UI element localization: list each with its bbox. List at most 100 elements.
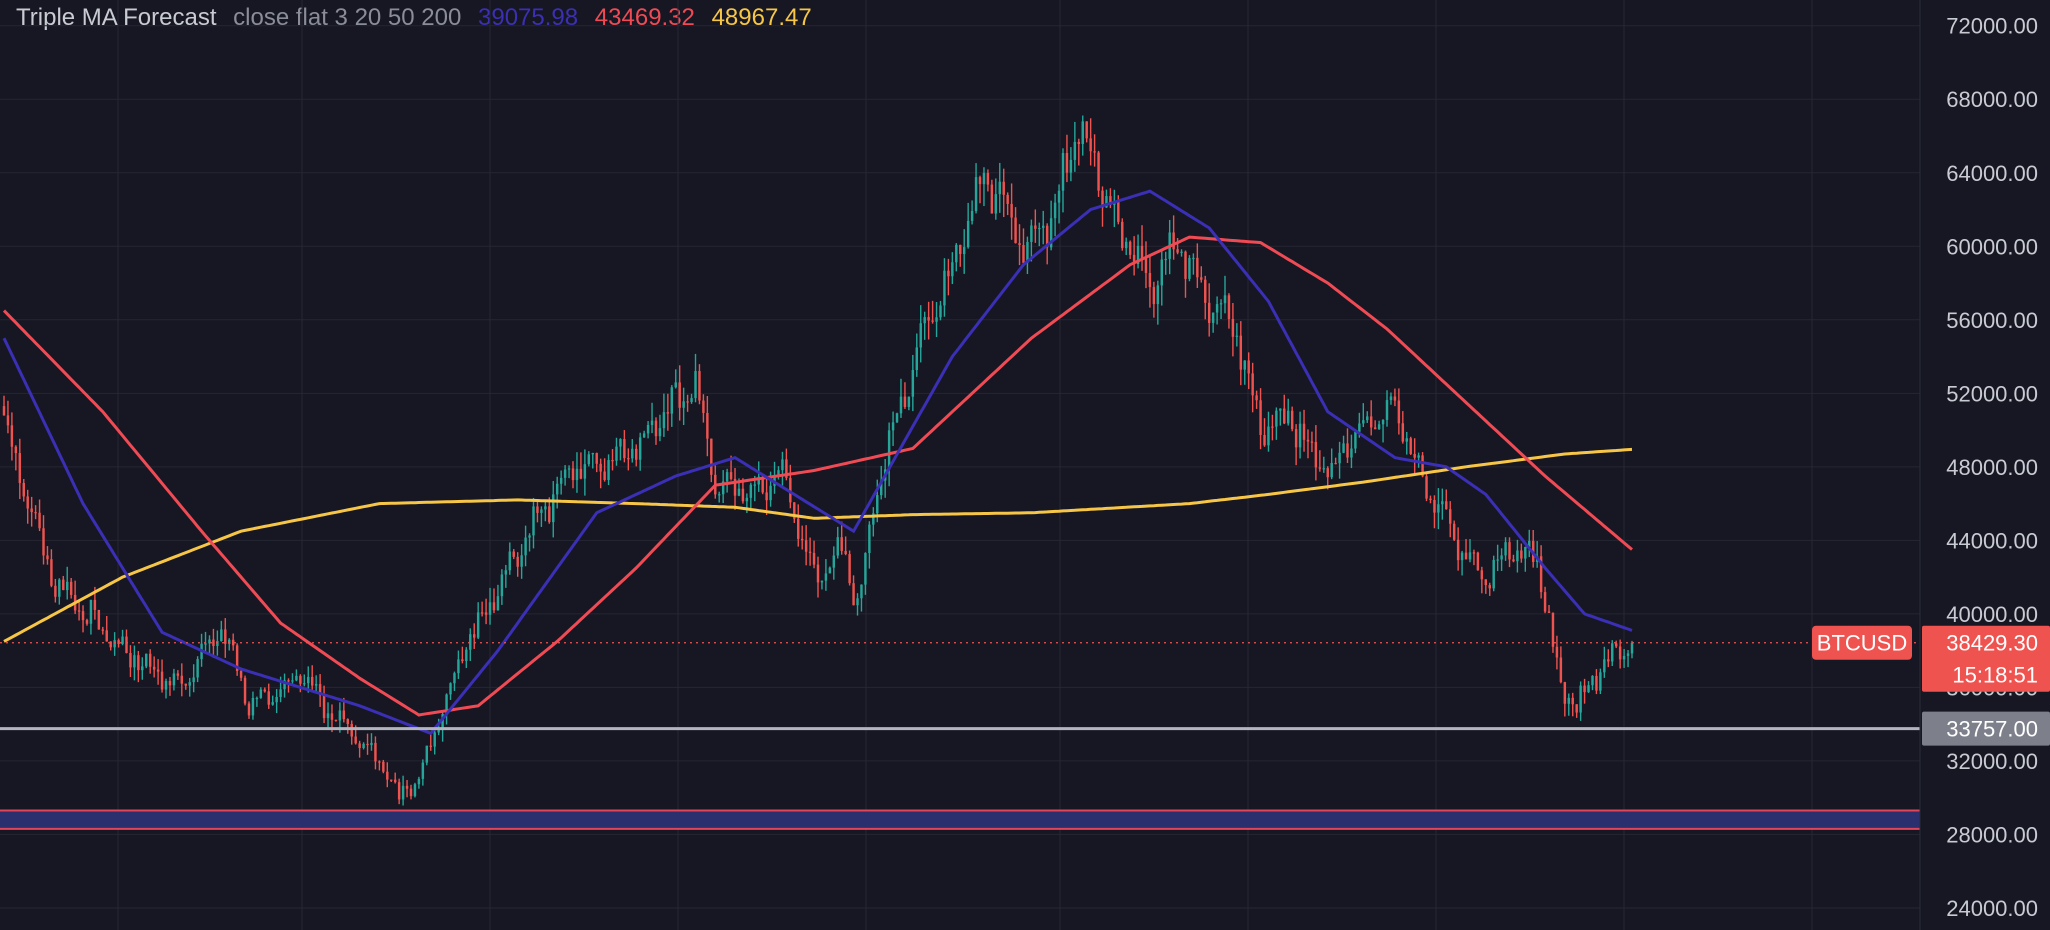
candle <box>571 461 575 489</box>
candle <box>1128 240 1132 259</box>
candle-body <box>1271 426 1274 428</box>
candle <box>1014 207 1017 244</box>
candle <box>1488 582 1491 596</box>
candle <box>133 645 136 681</box>
candle-body <box>686 401 689 403</box>
candle-body <box>1306 439 1310 442</box>
candle <box>955 243 958 272</box>
candle <box>1231 303 1235 357</box>
candle <box>998 162 1001 213</box>
candle <box>346 718 350 734</box>
ma200-line <box>3 447 1633 643</box>
candle <box>1397 388 1401 435</box>
candle <box>631 439 634 463</box>
candle <box>1429 495 1432 504</box>
candle <box>350 720 353 745</box>
candle-body <box>291 680 294 682</box>
candle <box>978 175 982 204</box>
candle <box>899 378 903 418</box>
candle-body <box>1476 552 1480 571</box>
candle <box>555 476 559 509</box>
candle <box>1227 293 1231 329</box>
candle-body <box>1464 552 1468 560</box>
candle-body <box>1318 467 1322 469</box>
candle-body <box>484 612 488 615</box>
indicator-name: Triple MA Forecast <box>16 4 217 31</box>
candle <box>1531 530 1535 568</box>
price-tick-label: 32000.00 <box>1946 749 2038 774</box>
candle-body <box>1026 241 1029 263</box>
candle-body <box>753 484 757 486</box>
candle-body <box>1445 501 1448 510</box>
candle <box>1555 635 1559 670</box>
candle <box>101 626 105 635</box>
candle-body <box>1342 443 1345 453</box>
candle-body <box>425 745 429 763</box>
candle-body <box>397 782 401 800</box>
candle-body <box>607 460 610 480</box>
candle <box>1354 429 1357 454</box>
candle-body <box>670 387 674 414</box>
candle-body <box>1101 190 1104 208</box>
candle-body <box>279 689 282 697</box>
candle <box>172 668 176 691</box>
candle <box>1445 489 1448 510</box>
candle-body <box>1136 245 1140 265</box>
candle-body <box>1397 400 1401 424</box>
candle-body <box>1373 427 1377 430</box>
candle <box>113 632 116 656</box>
candle <box>1508 537 1511 568</box>
candle-body <box>30 508 33 513</box>
candle-body <box>263 689 267 692</box>
candle-body <box>891 422 895 431</box>
symbol-tag-label: BTCUSD <box>1817 631 1907 656</box>
candle <box>1595 669 1598 695</box>
price-tick-label: 64000.00 <box>1946 161 2038 186</box>
candle-body <box>1211 312 1215 323</box>
candle-body <box>283 680 286 690</box>
candle <box>303 674 306 687</box>
candle <box>638 432 642 471</box>
candle <box>1559 646 1563 684</box>
candle-body <box>176 673 180 676</box>
candle <box>457 650 460 679</box>
candle-body <box>2 406 6 416</box>
candle-body <box>998 181 1001 195</box>
candle-body <box>986 172 990 185</box>
candle-body <box>1057 190 1061 203</box>
candle-body <box>623 439 626 459</box>
candle <box>1279 408 1282 426</box>
candle-body <box>832 555 836 568</box>
candle-body <box>1073 141 1077 160</box>
candle-body <box>1441 501 1444 505</box>
candle <box>1204 275 1207 320</box>
price-tick-label: 68000.00 <box>1946 87 2038 112</box>
candle <box>923 311 926 340</box>
candle-body <box>603 471 606 480</box>
candle <box>868 521 871 569</box>
candle-body <box>903 396 907 407</box>
candle <box>591 452 594 469</box>
candle <box>777 466 780 480</box>
candle-body <box>188 682 191 686</box>
candle <box>358 740 361 758</box>
candle <box>259 687 263 699</box>
candle <box>1283 394 1286 425</box>
candle-body <box>836 537 839 556</box>
candle <box>1405 431 1408 455</box>
candle-body <box>314 684 318 686</box>
candle <box>1121 218 1124 251</box>
candle-body <box>662 412 666 429</box>
candle-body <box>1014 217 1017 244</box>
candle-body <box>1429 498 1432 501</box>
candle <box>1140 225 1144 271</box>
candle <box>1259 388 1262 450</box>
candle <box>488 587 492 625</box>
candle-body <box>982 172 986 185</box>
candle <box>295 669 298 682</box>
candle <box>275 689 278 714</box>
candle-body <box>1117 201 1120 222</box>
candle <box>907 396 911 411</box>
candle-body <box>1492 559 1495 589</box>
